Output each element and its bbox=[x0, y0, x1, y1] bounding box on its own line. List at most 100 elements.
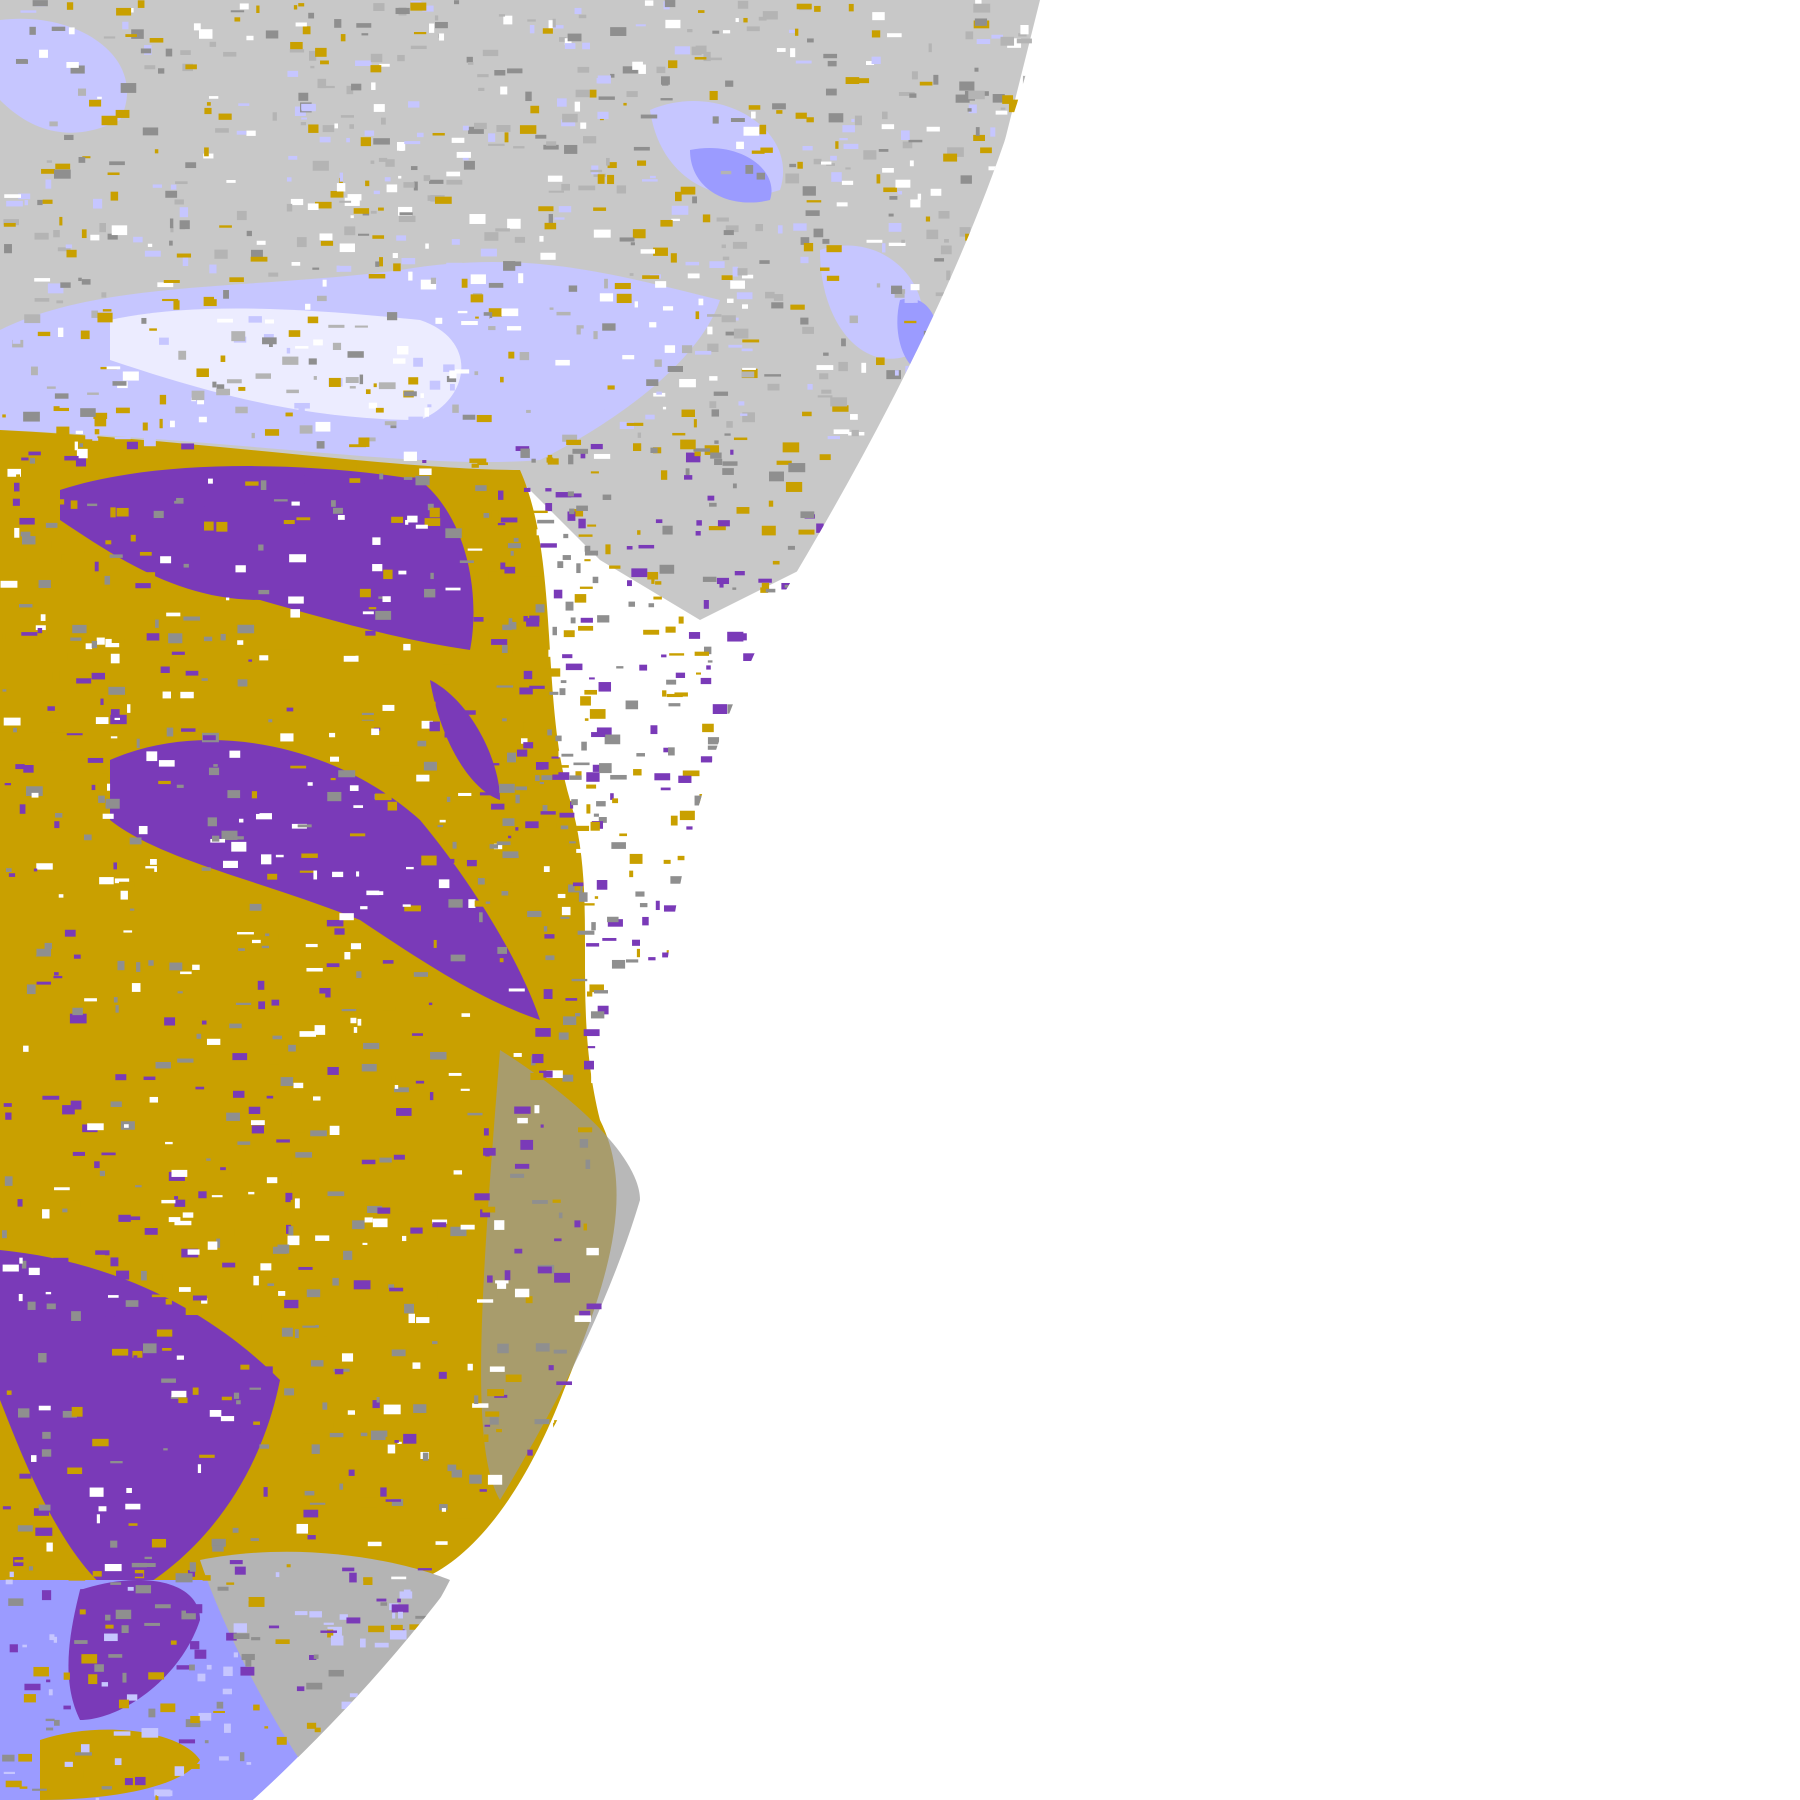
cloud-speckle bbox=[221, 830, 238, 841]
cloud-speckle bbox=[602, 937, 617, 941]
cloud-speckle bbox=[42, 1209, 50, 1219]
cloud-speckle bbox=[334, 1368, 344, 1375]
cloud-speckle bbox=[144, 1228, 158, 1235]
cloud-speckle bbox=[169, 962, 183, 971]
cloud-speckle bbox=[291, 1064, 299, 1073]
cloud-speckle bbox=[290, 198, 304, 206]
cloud-speckle bbox=[391, 1075, 396, 1083]
cloud-speckle bbox=[156, 1329, 173, 1337]
cloud-speckle bbox=[249, 1387, 262, 1390]
cloud-speckle bbox=[610, 73, 615, 78]
cloud-speckle bbox=[678, 616, 684, 624]
cloud-speckle bbox=[207, 817, 217, 827]
cloud-speckle bbox=[606, 157, 610, 166]
cloud-speckle bbox=[558, 1212, 563, 1219]
cloud-speckle bbox=[392, 1612, 396, 1619]
cloud-speckle bbox=[535, 134, 547, 139]
cloud-speckle bbox=[697, 10, 705, 13]
cloud-speckle bbox=[330, 756, 340, 762]
cloud-speckle bbox=[223, 290, 229, 299]
cloud-speckle bbox=[284, 1299, 299, 1309]
cloud-speckle bbox=[171, 1169, 188, 1177]
cloud-speckle bbox=[586, 1303, 602, 1310]
cloud-speckle bbox=[358, 715, 375, 720]
cloud-speckle bbox=[897, 191, 903, 195]
cloud-speckle bbox=[561, 753, 574, 757]
cloud-speckle bbox=[48, 499, 65, 505]
cloud-speckle bbox=[443, 858, 455, 863]
cloud-speckle bbox=[586, 804, 591, 814]
cloud-speckle bbox=[204, 147, 209, 157]
cloud-speckle bbox=[765, 588, 776, 593]
cloud-speckle bbox=[986, 277, 999, 288]
cloud-speckle bbox=[285, 412, 293, 417]
cloud-speckle bbox=[814, 5, 821, 12]
cloud-speckle bbox=[513, 1052, 522, 1057]
cloud-speckle bbox=[393, 263, 401, 272]
cloud-speckle bbox=[363, 1042, 380, 1050]
cloud-speckle bbox=[714, 440, 719, 444]
cloud-speckle bbox=[531, 458, 536, 463]
cloud-speckle bbox=[99, 1170, 106, 1177]
cloud-speckle bbox=[162, 1347, 172, 1351]
cloud-speckle bbox=[578, 518, 586, 529]
cloud-speckle bbox=[790, 866, 795, 872]
cloud-speckle bbox=[552, 25, 564, 29]
cloud-speckle bbox=[75, 1752, 92, 1756]
cloud-speckle bbox=[94, 1254, 105, 1261]
cloud-speckle bbox=[111, 638, 125, 644]
cloud-speckle bbox=[196, 1017, 206, 1025]
cloud-speckle bbox=[101, 115, 118, 126]
cloud-speckle bbox=[500, 517, 518, 523]
cloud-speckle bbox=[590, 821, 600, 831]
cloud-speckle bbox=[971, 378, 987, 384]
cloud-speckle bbox=[910, 199, 921, 208]
cloud-speckle bbox=[772, 726, 788, 732]
cloud-speckle bbox=[69, 961, 79, 967]
cloud-speckle bbox=[130, 534, 136, 542]
cloud-speckle bbox=[449, 370, 457, 379]
cloud-speckle bbox=[401, 258, 416, 265]
cloud-speckle bbox=[700, 677, 712, 685]
cloud-speckle bbox=[372, 235, 385, 239]
cloud-speckle bbox=[496, 1428, 502, 1433]
cloud-speckle bbox=[557, 561, 564, 569]
cloud-speckle bbox=[89, 1487, 104, 1497]
cloud-speckle bbox=[965, 31, 974, 40]
cloud-speckle bbox=[741, 348, 753, 352]
cloud-speckle bbox=[373, 1755, 384, 1759]
cloud-speckle bbox=[179, 1412, 185, 1420]
cloud-speckle bbox=[489, 384, 504, 392]
cloud-speckle bbox=[1022, 75, 1033, 85]
cloud-speckle bbox=[965, 296, 974, 300]
cloud-speckle bbox=[904, 320, 917, 324]
cloud-speckle bbox=[852, 78, 870, 84]
cloud-speckle bbox=[268, 1064, 280, 1070]
cloud-speckle bbox=[231, 331, 246, 342]
cloud-speckle bbox=[616, 185, 627, 194]
cloud-speckle bbox=[564, 144, 578, 154]
cloud-speckle bbox=[494, 70, 506, 76]
cloud-speckle bbox=[403, 643, 411, 651]
cloud-speckle bbox=[179, 220, 190, 230]
cloud-speckle bbox=[795, 112, 807, 119]
cloud-speckle bbox=[796, 3, 812, 10]
cloud-speckle bbox=[405, 1718, 418, 1721]
cloud-speckle bbox=[19, 1786, 28, 1789]
cloud-speckle bbox=[590, 1011, 605, 1019]
cloud-speckle bbox=[24, 200, 29, 206]
cloud-speckle bbox=[26, 52, 39, 60]
cloud-speckle bbox=[1036, 386, 1045, 393]
cloud-speckle bbox=[502, 851, 519, 859]
cloud-speckle bbox=[124, 650, 141, 660]
cloud-speckle bbox=[429, 23, 435, 33]
cloud-speckle bbox=[110, 736, 118, 739]
cloud-speckle bbox=[91, 310, 98, 318]
cloud-speckle bbox=[736, 507, 750, 514]
cloud-speckle bbox=[881, 243, 886, 253]
cloud-speckle bbox=[370, 1223, 382, 1232]
cloud-speckle bbox=[514, 1163, 530, 1169]
cloud-speckle bbox=[451, 239, 460, 245]
cloud-speckle bbox=[488, 308, 502, 317]
cloud-speckle bbox=[101, 292, 107, 298]
